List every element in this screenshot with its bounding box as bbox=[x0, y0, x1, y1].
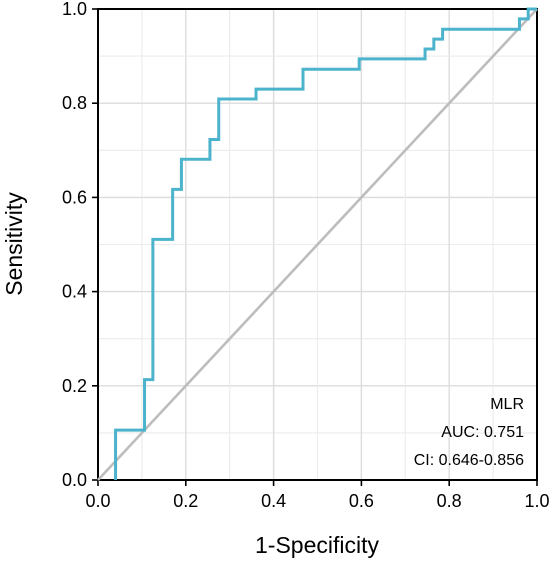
model-label: MLR bbox=[490, 396, 524, 413]
y-tick-label: 0.6 bbox=[62, 187, 87, 207]
x-tick-label: 0.6 bbox=[349, 491, 374, 511]
tick-labels: 0.00.0 0.2 0.2 0.4 0.4 0.6 0.6 0.8 0.8 1.0 1.0 bbox=[62, 0, 550, 511]
roc-curve bbox=[114, 7, 537, 480]
x-tick-label: 0.8 bbox=[437, 491, 462, 511]
ci-label: CI: 0.646-0.856 bbox=[414, 452, 524, 469]
axes bbox=[92, 8, 538, 486]
x-axis-label: 1-Specificity bbox=[255, 532, 379, 558]
series-layer bbox=[97, 7, 538, 481]
y-tick-label: 0.2 bbox=[62, 376, 87, 396]
y-axis-label: Sensitivity bbox=[1, 192, 27, 296]
plot-border bbox=[97, 8, 538, 481]
y-tick-label: 0.8 bbox=[62, 93, 87, 113]
y-tick-label: 0.0 bbox=[62, 470, 87, 490]
y-tick-label: 0.4 bbox=[62, 282, 87, 302]
auc-label: AUC: 0.751 bbox=[441, 424, 524, 441]
x-tick-label: 0.4 bbox=[261, 491, 286, 511]
x-tick-label: 0.2 bbox=[173, 491, 198, 511]
reference-line bbox=[97, 8, 538, 481]
x-tick-label: 1.0 bbox=[524, 491, 549, 511]
x-tick-label: 0.0 bbox=[85, 491, 110, 511]
y-tick-label: 1.0 bbox=[62, 0, 87, 19]
